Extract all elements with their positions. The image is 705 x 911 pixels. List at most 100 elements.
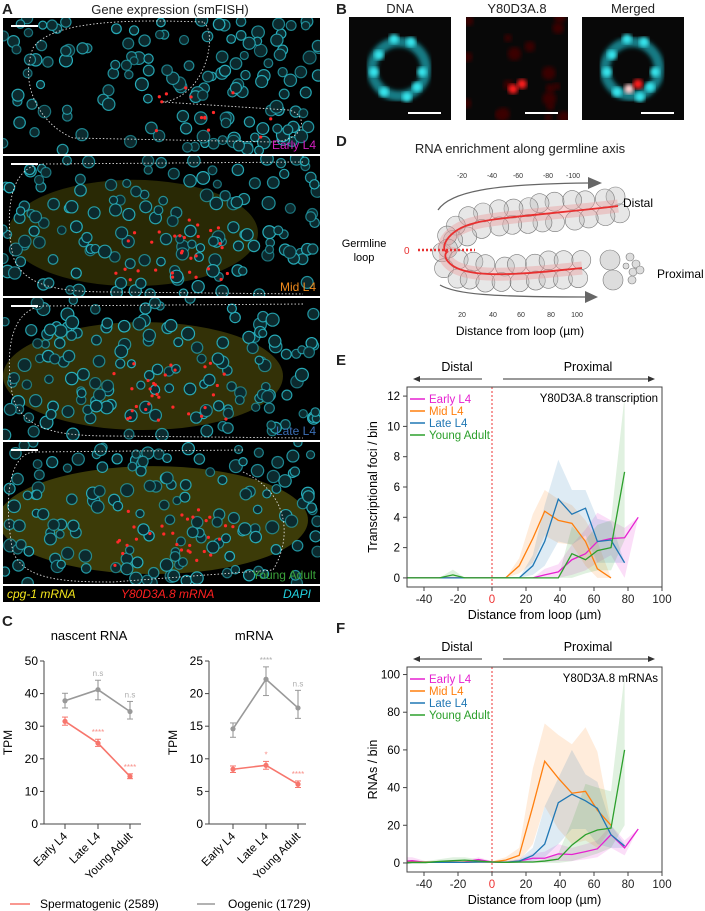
y-tick-label: 20 (387, 820, 400, 832)
nucleus (147, 566, 160, 579)
germ-cell (495, 256, 515, 277)
nucleus (101, 379, 115, 393)
nucleus (299, 156, 310, 167)
significance-label: n.s (293, 679, 304, 688)
nucleus (90, 334, 102, 346)
y80d3a8-spot (148, 531, 152, 536)
nucleus (310, 407, 320, 418)
nucleus (32, 235, 46, 249)
x-tick-label: 20 (520, 879, 533, 891)
nucleus (44, 374, 54, 385)
nucleus (138, 253, 151, 267)
nucleus (135, 277, 147, 290)
nucleus (201, 30, 214, 43)
panel-e-chart: Distal Proximal -40 -20 0 20 40 60 80 100 0 2 4 6 8 10 1… (366, 360, 672, 620)
nucleus (3, 30, 10, 42)
y80d3a8-spot (195, 558, 199, 562)
nucleus (46, 456, 59, 469)
bottom-tick: 40 (489, 312, 497, 319)
data-point (295, 705, 301, 711)
data-point (95, 740, 101, 746)
background-noise (524, 41, 536, 52)
germ-cell (432, 242, 452, 263)
nucleus (179, 491, 191, 503)
nucleus (235, 18, 247, 27)
y80d3a8-spot (170, 275, 175, 279)
legend-dapi: DAPI (283, 587, 312, 601)
title-y80d3a8: Y80D3A.8 (487, 1, 547, 16)
nucleus (60, 45, 72, 57)
nucleus (66, 329, 77, 341)
nucleus (67, 519, 80, 532)
y80d3a8-spot (162, 532, 166, 536)
nucleus (107, 67, 120, 80)
germ-cell (599, 249, 621, 271)
nucleus (13, 116, 26, 129)
legend-label: Late L4 (429, 418, 468, 430)
distal-direction-arrow (437, 182, 589, 211)
nucleus (177, 557, 188, 568)
y80d3a8-spot (160, 100, 164, 104)
x-tick-label: Early L4 (32, 830, 71, 869)
nucleus (219, 190, 231, 202)
chromatin-focus (645, 82, 655, 92)
chromatin-focus (389, 34, 399, 44)
nucleus (187, 239, 197, 249)
y80d3a8-spot (225, 271, 229, 276)
ci-band-1 (407, 723, 611, 863)
nucleus (124, 545, 135, 555)
gonad-outline (8, 161, 304, 295)
nucleus (246, 341, 259, 355)
nucleus (32, 459, 43, 470)
nucleus (149, 408, 163, 422)
germ-cell (532, 212, 553, 233)
y-tick-label: 6 (394, 482, 400, 494)
nucleus (7, 499, 21, 514)
significance-label: n.s (125, 690, 136, 699)
germline-axis-diagram: -20 -40 -60 -80 -100 20 40 60 80 100 Dis… (342, 173, 704, 338)
nucleus (37, 104, 52, 119)
nucleus (227, 221, 240, 234)
nucleus (156, 18, 166, 28)
arrow-right-icon (648, 656, 655, 662)
nucleus (47, 518, 60, 532)
nucleus (7, 266, 22, 280)
panel-b-letter: B (336, 1, 347, 18)
y80d3a8-spot (178, 234, 182, 238)
nucleus (108, 251, 121, 263)
germ-cell (463, 251, 484, 272)
nucleus (42, 56, 54, 68)
nucleus (161, 64, 173, 77)
nucleus (309, 530, 320, 543)
transcription-focus (517, 79, 527, 89)
legend-label: Mid L4 (429, 406, 464, 418)
y80d3a8-spot (189, 95, 193, 99)
micrograph-canvas (3, 298, 320, 440)
nucleus (74, 183, 87, 197)
y80d3a8-spot (206, 128, 211, 132)
nucleus (71, 452, 85, 466)
germ-cell (625, 252, 635, 262)
nucleus (205, 467, 216, 478)
diagram-xlabel: Distance from loop (µm) (456, 324, 584, 338)
nucleus (181, 442, 196, 456)
proximal-label: Proximal (657, 267, 704, 281)
germ-cell-circles (432, 186, 645, 293)
y80d3a8-spot (222, 372, 226, 376)
x-tick-label: 80 (622, 594, 635, 606)
y80d3a8-spot (203, 115, 207, 119)
nucleus (212, 18, 226, 31)
nucleus (137, 455, 149, 468)
bottom-tick: 60 (517, 312, 525, 319)
nucleus (64, 200, 79, 214)
chromatin-focus (607, 50, 617, 60)
y80d3a8-spot (219, 277, 223, 282)
nucleus (81, 231, 93, 244)
y80d3a8-spot (157, 395, 161, 399)
nucleus (159, 232, 173, 246)
nucleus (122, 207, 136, 222)
y-tick-label: 100 (381, 670, 400, 682)
germ-cell (571, 250, 592, 270)
nucleus (65, 493, 78, 506)
bottom-tick: 80 (547, 312, 555, 319)
